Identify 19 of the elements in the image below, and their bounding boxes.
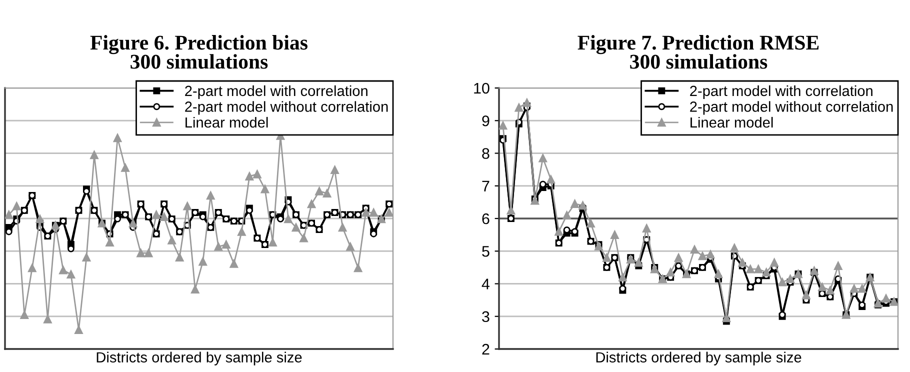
legend-label: Linear model (186, 116, 268, 128)
y-tick-label: 7 (482, 180, 490, 192)
y-tick-label: 6 (482, 213, 490, 224)
legend-label: Linear model (690, 116, 773, 128)
chart-title: Figure 7. Prediction RMSE 300 simulations (578, 35, 819, 69)
y-tick-label: 2 (482, 344, 490, 355)
x-axis-title: Districts ordered by sample size (596, 352, 802, 366)
chart-title: Figure 6. Prediction bias 300 simulations (90, 35, 308, 69)
y-tick-label: 10 (474, 82, 490, 94)
y-tick-label: 3 (482, 311, 490, 322)
y-tick-label: 5 (482, 246, 490, 257)
y-tick-label: 9 (482, 115, 490, 126)
legend-label: 2-part model without correlation (185, 101, 388, 115)
legend-label: 2-part model with correlation (185, 85, 368, 99)
y-tick-label: 4 (482, 278, 490, 290)
legend-label: 2-part model without correlation (690, 101, 893, 115)
y-tick-label: 8 (482, 148, 490, 159)
x-axis-title: Districts ordered by sample size (96, 352, 302, 366)
legend-label: 2-part model with correlation (690, 85, 872, 99)
